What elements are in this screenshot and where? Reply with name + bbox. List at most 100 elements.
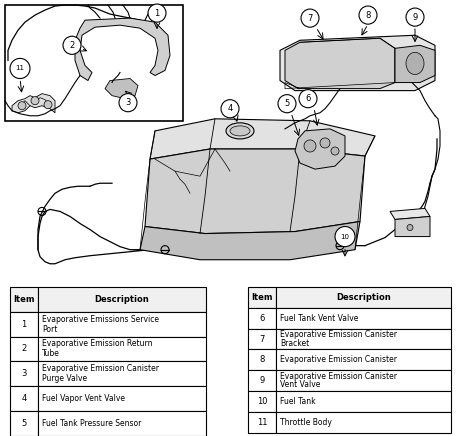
- Text: Tube: Tube: [42, 349, 60, 358]
- Circle shape: [407, 225, 413, 231]
- Text: Evaporative Emission Canister: Evaporative Emission Canister: [280, 372, 397, 381]
- Circle shape: [299, 90, 317, 108]
- Text: 1: 1: [21, 320, 27, 329]
- Polygon shape: [280, 35, 435, 91]
- Bar: [10, 312, 38, 337]
- Text: Evaporative Emissions Service: Evaporative Emissions Service: [42, 315, 159, 324]
- Text: Item: Item: [251, 293, 273, 302]
- Polygon shape: [140, 221, 360, 260]
- Bar: [248, 287, 276, 308]
- Bar: [38, 386, 206, 411]
- Bar: [276, 287, 451, 308]
- Text: Evaporative Emission Return: Evaporative Emission Return: [42, 340, 153, 348]
- Polygon shape: [145, 149, 365, 234]
- Bar: [10, 386, 38, 411]
- Bar: [10, 411, 38, 436]
- Text: Description: Description: [336, 293, 391, 302]
- Circle shape: [63, 36, 81, 54]
- Bar: [5, 5, 183, 121]
- Polygon shape: [395, 45, 435, 82]
- Bar: [248, 412, 276, 433]
- Text: Vent Valve: Vent Valve: [280, 381, 320, 389]
- Text: 7: 7: [259, 334, 264, 344]
- Text: 3: 3: [21, 369, 27, 378]
- Text: 9: 9: [412, 13, 418, 22]
- Polygon shape: [390, 208, 430, 219]
- Text: Evaporative Emission Canister: Evaporative Emission Canister: [280, 330, 397, 339]
- Text: 8: 8: [365, 10, 371, 20]
- Text: Port: Port: [42, 324, 57, 334]
- Bar: [276, 329, 451, 350]
- Circle shape: [18, 102, 26, 110]
- Circle shape: [301, 9, 319, 27]
- Bar: [38, 411, 206, 436]
- Text: 6: 6: [259, 313, 264, 323]
- Text: Throttle Body: Throttle Body: [280, 418, 332, 427]
- Text: Description: Description: [95, 295, 149, 304]
- Text: 3: 3: [125, 98, 131, 107]
- Polygon shape: [285, 38, 395, 89]
- Text: 11: 11: [257, 418, 267, 427]
- Polygon shape: [105, 78, 138, 99]
- Bar: [248, 329, 276, 350]
- Circle shape: [119, 94, 137, 112]
- Text: Fuel Tank: Fuel Tank: [280, 397, 316, 406]
- Bar: [10, 287, 38, 312]
- Bar: [276, 370, 451, 391]
- Bar: [38, 312, 206, 337]
- Polygon shape: [150, 119, 375, 159]
- Circle shape: [221, 100, 239, 118]
- Text: 5: 5: [21, 419, 27, 428]
- Text: 7: 7: [307, 14, 313, 23]
- Bar: [38, 337, 206, 361]
- Polygon shape: [12, 94, 55, 113]
- Bar: [248, 370, 276, 391]
- Bar: [276, 391, 451, 412]
- Bar: [38, 287, 206, 312]
- Bar: [248, 350, 276, 370]
- Circle shape: [304, 140, 316, 152]
- Circle shape: [406, 8, 424, 26]
- Text: 6: 6: [305, 94, 310, 103]
- Text: 2: 2: [69, 41, 74, 50]
- Text: 10: 10: [257, 397, 267, 406]
- Polygon shape: [295, 129, 345, 169]
- Ellipse shape: [226, 123, 254, 139]
- Bar: [276, 308, 451, 329]
- Bar: [10, 337, 38, 361]
- Ellipse shape: [230, 126, 250, 136]
- Bar: [38, 361, 206, 386]
- Circle shape: [278, 95, 296, 113]
- Text: Fuel Tank Pressure Sensor: Fuel Tank Pressure Sensor: [42, 419, 141, 428]
- Text: 9: 9: [259, 376, 264, 385]
- Bar: [276, 350, 451, 370]
- Bar: [248, 308, 276, 329]
- Text: Evaporative Emission Canister: Evaporative Emission Canister: [280, 355, 397, 364]
- Text: 1: 1: [155, 9, 160, 17]
- Circle shape: [44, 101, 52, 109]
- Ellipse shape: [406, 52, 424, 75]
- Circle shape: [359, 6, 377, 24]
- Text: Fuel Tank Vent Valve: Fuel Tank Vent Valve: [280, 313, 358, 323]
- Circle shape: [331, 147, 339, 155]
- Circle shape: [10, 58, 30, 78]
- Text: 2: 2: [21, 344, 27, 354]
- Text: Item: Item: [13, 295, 35, 304]
- Circle shape: [31, 97, 39, 105]
- Bar: [276, 412, 451, 433]
- Polygon shape: [395, 216, 430, 237]
- Bar: [248, 391, 276, 412]
- Circle shape: [320, 138, 330, 148]
- Text: 8: 8: [259, 355, 264, 364]
- Text: 4: 4: [21, 394, 27, 403]
- Circle shape: [148, 4, 166, 22]
- Text: Bracket: Bracket: [280, 339, 309, 347]
- Text: Evaporative Emission Canister: Evaporative Emission Canister: [42, 364, 159, 373]
- Text: Purge Valve: Purge Valve: [42, 375, 87, 383]
- Text: Fuel Vapor Vent Valve: Fuel Vapor Vent Valve: [42, 394, 125, 403]
- Polygon shape: [75, 18, 170, 81]
- Text: 10: 10: [340, 234, 349, 240]
- Text: 11: 11: [16, 65, 25, 72]
- Text: 5: 5: [284, 99, 290, 108]
- Bar: [10, 361, 38, 386]
